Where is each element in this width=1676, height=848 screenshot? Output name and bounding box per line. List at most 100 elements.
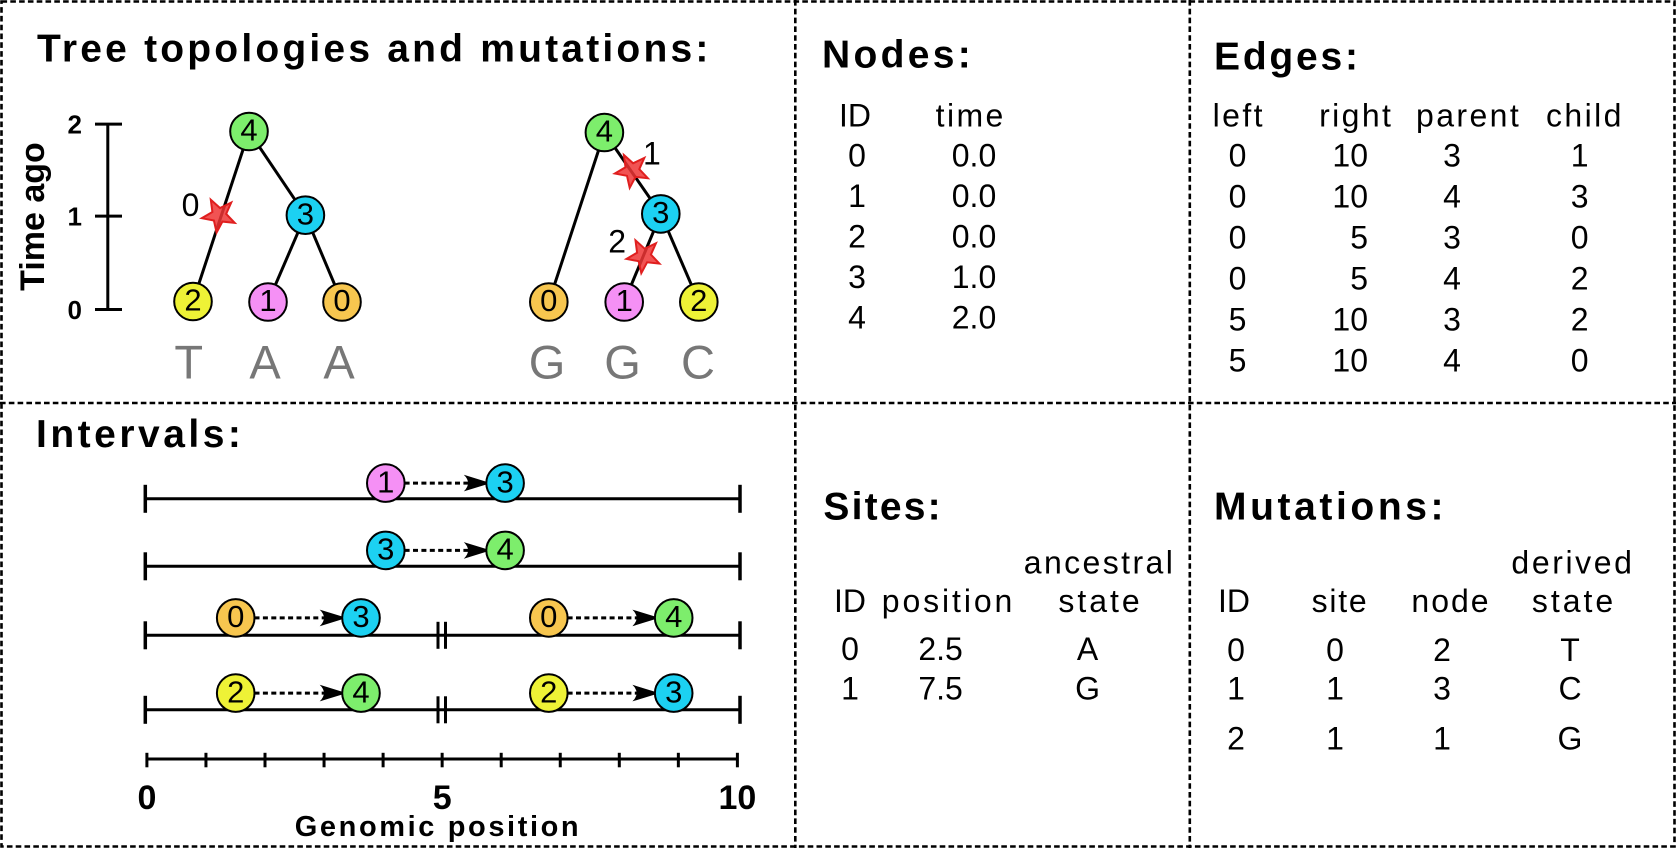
svg-text:derived: derived (1511, 545, 1634, 581)
svg-text:3: 3 (665, 674, 682, 709)
svg-text:1: 1 (1227, 671, 1245, 707)
svg-text:ancestral: ancestral (1024, 545, 1175, 581)
svg-text:state: state (1058, 583, 1142, 619)
svg-text:ID: ID (839, 98, 871, 134)
svg-text:1: 1 (616, 283, 633, 318)
svg-text:4: 4 (352, 674, 369, 709)
svg-text:5: 5 (1229, 302, 1247, 338)
svg-text:1: 1 (848, 178, 866, 214)
svg-text:10: 10 (1332, 138, 1368, 174)
svg-text:3: 3 (496, 464, 513, 499)
svg-text:G: G (1075, 671, 1100, 707)
svg-text:Tree topologies and mutations:: Tree topologies and mutations: (37, 28, 712, 71)
svg-text:0: 0 (1229, 220, 1247, 256)
svg-text:3: 3 (297, 196, 314, 231)
svg-text:3: 3 (377, 532, 394, 567)
svg-text:C: C (681, 336, 715, 389)
svg-text:5: 5 (1229, 343, 1247, 379)
svg-text:4: 4 (596, 114, 613, 149)
svg-text:node: node (1411, 583, 1490, 619)
svg-text:4: 4 (1443, 261, 1461, 297)
svg-text:T: T (174, 336, 203, 389)
svg-text:0: 0 (848, 138, 866, 174)
svg-text:10: 10 (1332, 179, 1368, 215)
svg-text:3: 3 (1571, 179, 1589, 215)
svg-text:0: 0 (1326, 632, 1344, 668)
svg-text:5: 5 (1350, 220, 1368, 256)
svg-text:2: 2 (848, 219, 866, 255)
svg-text:0: 0 (333, 283, 350, 318)
svg-text:2: 2 (184, 283, 201, 318)
svg-text:right: right (1319, 98, 1393, 134)
svg-text:3: 3 (652, 195, 669, 230)
svg-text:parent: parent (1416, 98, 1521, 134)
svg-text:10: 10 (1332, 343, 1368, 379)
svg-text:state: state (1532, 583, 1616, 619)
svg-text:2.0: 2.0 (952, 300, 996, 336)
svg-text:7.5: 7.5 (918, 671, 962, 707)
svg-text:A: A (1077, 631, 1099, 667)
svg-text:2: 2 (1571, 302, 1589, 338)
svg-text:5: 5 (433, 779, 452, 817)
svg-text:Time ago: Time ago (14, 142, 52, 291)
svg-text:site: site (1312, 583, 1369, 619)
svg-text:Edges:: Edges: (1214, 35, 1361, 78)
svg-text:1: 1 (1326, 671, 1344, 707)
svg-text:child: child (1546, 98, 1624, 134)
svg-text:1.0: 1.0 (952, 259, 996, 295)
svg-text:Intervals:: Intervals: (36, 413, 244, 456)
svg-text:1: 1 (259, 283, 276, 318)
svg-text:C: C (1558, 671, 1581, 707)
svg-text:0: 0 (841, 631, 859, 667)
svg-text:ID: ID (834, 583, 866, 619)
svg-text:3: 3 (1443, 302, 1461, 338)
svg-text:1: 1 (377, 464, 394, 499)
svg-text:2: 2 (1433, 632, 1451, 668)
svg-text:Mutations:: Mutations: (1214, 486, 1447, 529)
svg-text:3: 3 (352, 599, 369, 634)
svg-text:1: 1 (1571, 138, 1589, 174)
svg-text:2: 2 (690, 283, 707, 318)
svg-text:0.0: 0.0 (952, 178, 996, 214)
svg-text:2: 2 (68, 110, 82, 140)
svg-text:0.0: 0.0 (952, 138, 996, 174)
svg-text:0: 0 (227, 599, 244, 634)
svg-text:ID: ID (1218, 583, 1250, 619)
svg-text:left: left (1213, 98, 1265, 134)
svg-text:A: A (323, 336, 355, 389)
svg-text:0: 0 (137, 779, 156, 817)
svg-text:G: G (604, 336, 641, 389)
svg-text:0: 0 (1229, 179, 1247, 215)
svg-text:2: 2 (1571, 261, 1589, 297)
svg-text:1: 1 (1433, 720, 1451, 756)
svg-text:3: 3 (1443, 138, 1461, 174)
svg-text:4: 4 (848, 300, 866, 336)
svg-text:G: G (1558, 720, 1583, 756)
svg-text:Nodes:: Nodes: (822, 34, 974, 77)
svg-text:0: 0 (1571, 343, 1589, 379)
svg-text:0: 0 (68, 295, 82, 325)
svg-text:A: A (249, 336, 281, 389)
svg-text:3: 3 (1443, 220, 1461, 256)
svg-text:0: 0 (1229, 261, 1247, 297)
svg-text:4: 4 (1443, 179, 1461, 215)
svg-text:1: 1 (643, 135, 661, 171)
svg-text:0.0: 0.0 (952, 219, 996, 255)
svg-text:4: 4 (665, 599, 682, 634)
svg-text:0: 0 (540, 283, 557, 318)
svg-text:1: 1 (841, 671, 859, 707)
svg-text:Sites:: Sites: (823, 486, 942, 529)
svg-text:5: 5 (1350, 261, 1368, 297)
svg-text:2: 2 (227, 674, 244, 709)
svg-text:4: 4 (1443, 343, 1461, 379)
svg-text:2: 2 (540, 674, 557, 709)
svg-text:0: 0 (540, 599, 557, 634)
svg-text:0: 0 (182, 187, 200, 223)
svg-text:2: 2 (1227, 720, 1245, 756)
svg-text:3: 3 (1433, 671, 1451, 707)
svg-text:0: 0 (1227, 632, 1245, 668)
svg-text:position: position (882, 583, 1016, 619)
svg-text:G: G (529, 336, 566, 389)
svg-text:Genomic position: Genomic position (295, 811, 582, 843)
svg-text:3: 3 (848, 259, 866, 295)
